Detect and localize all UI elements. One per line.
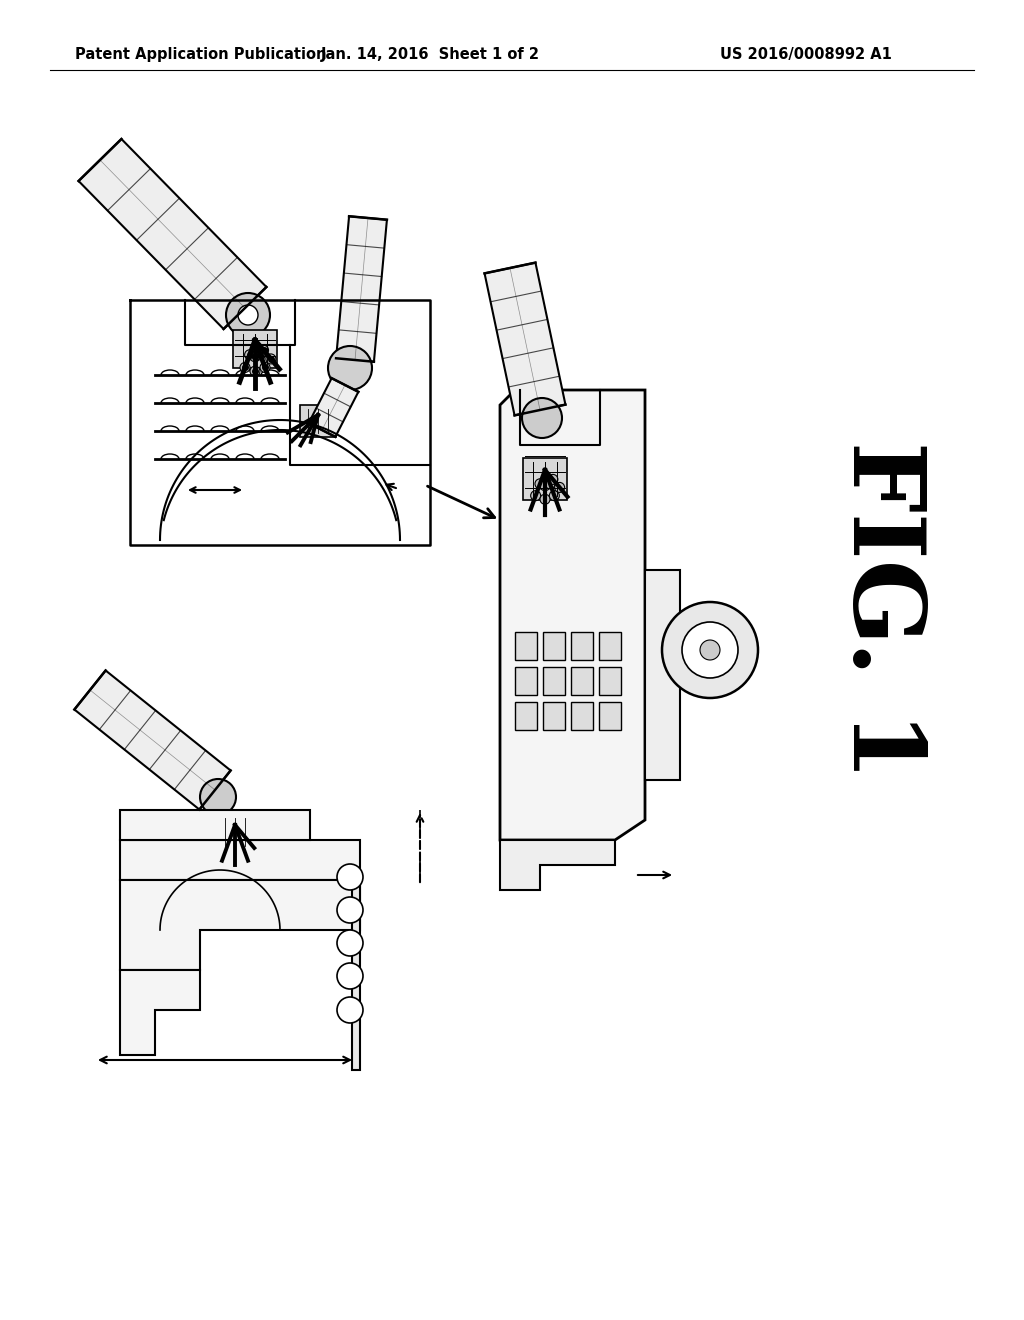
Bar [599,632,621,660]
Circle shape [662,602,758,698]
Bar [352,880,360,1071]
Circle shape [244,836,252,843]
Circle shape [540,480,550,491]
Text: FIG. 1: FIG. 1 [831,441,929,779]
Polygon shape [500,389,645,840]
Circle shape [337,997,362,1023]
Circle shape [337,898,362,923]
Bar [599,702,621,730]
Circle shape [682,622,738,678]
Bar [599,667,621,696]
Polygon shape [120,880,360,970]
Circle shape [240,363,250,372]
Circle shape [255,350,265,360]
Polygon shape [308,378,358,437]
Bar [571,702,593,730]
Circle shape [231,847,239,855]
Circle shape [222,845,230,853]
Circle shape [700,640,720,660]
Text: Jan. 14, 2016  Sheet 1 of 2: Jan. 14, 2016 Sheet 1 of 2 [321,48,540,62]
Circle shape [530,491,541,500]
Circle shape [250,352,260,362]
Bar [543,702,565,730]
Circle shape [548,474,558,484]
Circle shape [328,346,372,389]
Circle shape [540,494,550,504]
Circle shape [238,305,258,325]
Circle shape [337,964,362,989]
Circle shape [250,366,260,376]
Circle shape [266,354,275,364]
Circle shape [337,931,362,956]
Bar [543,632,565,660]
Bar [515,702,537,730]
Bar [571,632,593,660]
Circle shape [260,363,270,372]
Polygon shape [120,970,200,1055]
Circle shape [231,836,239,843]
Bar [645,570,680,780]
Text: US 2016/0008992 A1: US 2016/0008992 A1 [720,48,892,62]
Polygon shape [79,139,266,329]
Circle shape [522,399,562,438]
Circle shape [545,479,555,488]
Circle shape [240,845,248,853]
Polygon shape [75,671,230,809]
Circle shape [337,865,362,890]
Circle shape [200,779,236,814]
Bar [523,458,567,500]
Bar [515,667,537,696]
Circle shape [236,833,244,841]
Text: Patent Application Publication: Patent Application Publication [75,48,327,62]
Circle shape [226,833,234,841]
Bar [300,405,336,437]
Bar [120,840,360,880]
Bar [215,814,255,850]
Polygon shape [336,216,387,362]
Bar [571,667,593,696]
Circle shape [258,346,268,355]
Circle shape [555,482,564,492]
Bar [120,810,310,840]
Circle shape [226,293,270,337]
Bar [233,330,278,368]
Polygon shape [500,840,615,890]
Circle shape [549,491,559,500]
Circle shape [245,350,255,360]
Circle shape [535,479,545,488]
Circle shape [238,829,246,837]
Bar [543,667,565,696]
Bar [515,632,537,660]
Polygon shape [484,263,565,416]
